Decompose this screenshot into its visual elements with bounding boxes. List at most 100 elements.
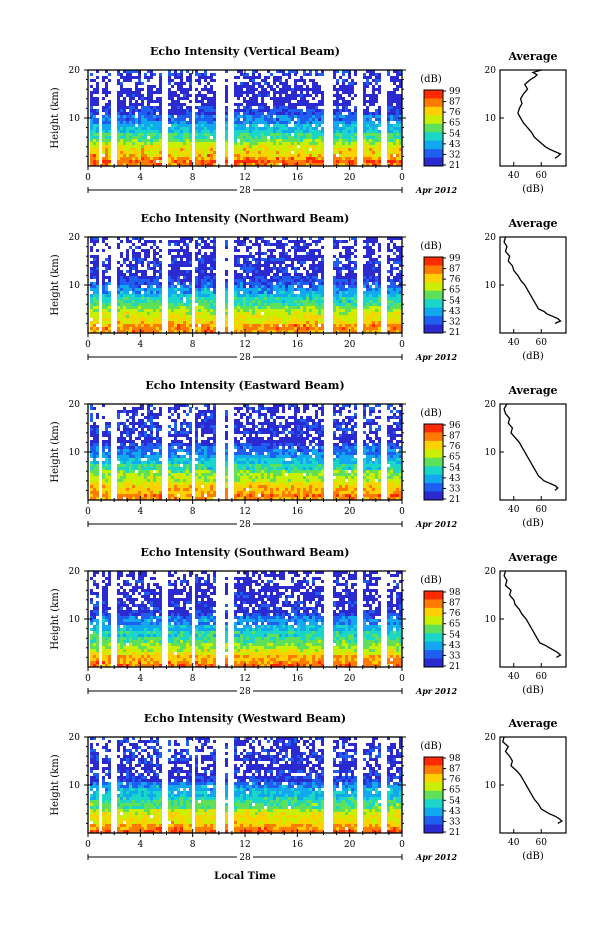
heatmap-cell: [399, 124, 402, 127]
heatmap-cell: [294, 154, 297, 157]
heatmap-cell: [390, 273, 393, 276]
heatmap-cell: [345, 267, 348, 270]
heatmap-cell: [174, 249, 177, 252]
heatmap-cell: [195, 494, 198, 497]
heatmap-cell: [96, 163, 99, 166]
heatmap-cell: [189, 270, 192, 273]
heatmap-cell: [390, 258, 393, 261]
heatmap-cell: [204, 255, 207, 258]
heatmap-cell: [123, 70, 126, 73]
heatmap-cell: [225, 497, 228, 500]
heatmap-cell: [90, 73, 93, 76]
heatmap-cell: [336, 312, 339, 315]
heatmap-cell: [240, 321, 243, 324]
heatmap-cell: [204, 318, 207, 321]
heatmap-cell: [390, 154, 393, 157]
heatmap-cell: [135, 315, 138, 318]
heatmap-cell: [105, 88, 108, 91]
heatmap-cell: [123, 285, 126, 288]
heatmap-cell: [141, 148, 144, 151]
heatmap-cell: [207, 497, 210, 500]
heatmap-cell: [246, 103, 249, 106]
heatmap-cell: [93, 148, 96, 151]
heatmap-cell: [363, 306, 366, 309]
heatmap-cell: [201, 109, 204, 112]
heatmap-cell: [132, 282, 135, 285]
heatmap-cell: [339, 327, 342, 330]
heatmap-cell: [117, 497, 120, 500]
heatmap-cell: [291, 315, 294, 318]
heatmap-cell: [321, 115, 324, 118]
heatmap-cell: [117, 309, 120, 312]
heatmap-cell: [267, 255, 270, 258]
heatmap-cell: [348, 273, 351, 276]
heatmap-cell: [189, 306, 192, 309]
heatmap-cell: [123, 139, 126, 142]
heatmap-cell: [273, 145, 276, 148]
heatmap-cell: [117, 261, 120, 264]
heatmap-cell: [129, 70, 132, 73]
heatmap-cell: [306, 497, 309, 500]
heatmap-cell: [204, 279, 207, 282]
heatmap-cell: [126, 318, 129, 321]
heatmap-cell: [369, 252, 372, 255]
heatmap-cell: [279, 115, 282, 118]
heatmap-cell: [297, 285, 300, 288]
heatmap-cell: [309, 79, 312, 82]
heatmap-cell: [225, 288, 228, 291]
heatmap-cell: [156, 154, 159, 157]
heatmap-cell: [387, 318, 390, 321]
heatmap-cell: [342, 97, 345, 100]
heatmap-cell: [270, 306, 273, 309]
heatmap-cell: [246, 139, 249, 142]
heatmap-cell: [243, 306, 246, 309]
heatmap-cell: [237, 97, 240, 100]
heatmap-cell: [264, 318, 267, 321]
heatmap-cell: [333, 133, 336, 136]
heatmap-cell: [102, 291, 105, 294]
heatmap-cell: [108, 300, 111, 303]
heatmap-cell: [120, 309, 123, 312]
heatmap-cell: [255, 154, 258, 157]
heatmap-cell: [240, 312, 243, 315]
heatmap-cell: [366, 497, 369, 500]
heatmap-cell: [135, 264, 138, 267]
heatmap-cell: [348, 154, 351, 157]
heatmap-cell: [279, 306, 282, 309]
heatmap-cell: [174, 312, 177, 315]
heatmap-cell: [183, 148, 186, 151]
heatmap-cell: [303, 97, 306, 100]
heatmap-cell: [204, 327, 207, 330]
heatmap-cell: [180, 79, 183, 82]
heatmap-cell: [396, 291, 399, 294]
heatmap-cell: [93, 115, 96, 118]
heatmap-cell: [117, 324, 120, 327]
heatmap-cell: [168, 264, 171, 267]
heatmap-cell: [282, 318, 285, 321]
heatmap-cell: [201, 497, 204, 500]
heatmap-cell: [135, 291, 138, 294]
heatmap-cell: [252, 148, 255, 151]
heatmap-cell: [189, 133, 192, 136]
heatmap-cell: [366, 121, 369, 124]
heatmap-cell: [105, 163, 108, 166]
heatmap-cell: [234, 148, 237, 151]
heatmap-cell: [300, 282, 303, 285]
heatmap-cell: [93, 291, 96, 294]
heatmap-cell: [246, 255, 249, 258]
heatmap-cell: [240, 88, 243, 91]
heatmap-cell: [351, 157, 354, 160]
heatmap-cell: [387, 91, 390, 94]
heatmap-cell: [147, 133, 150, 136]
heatmap-cell: [144, 136, 147, 139]
heatmap-cell: [129, 270, 132, 273]
heatmap-cell: [396, 497, 399, 500]
heatmap-cell: [237, 279, 240, 282]
heatmap-cell: [333, 300, 336, 303]
heatmap-cell: [378, 285, 381, 288]
heatmap-cell: [135, 282, 138, 285]
heatmap-cell: [279, 97, 282, 100]
heatmap-cell: [378, 264, 381, 267]
heatmap-cell: [276, 273, 279, 276]
